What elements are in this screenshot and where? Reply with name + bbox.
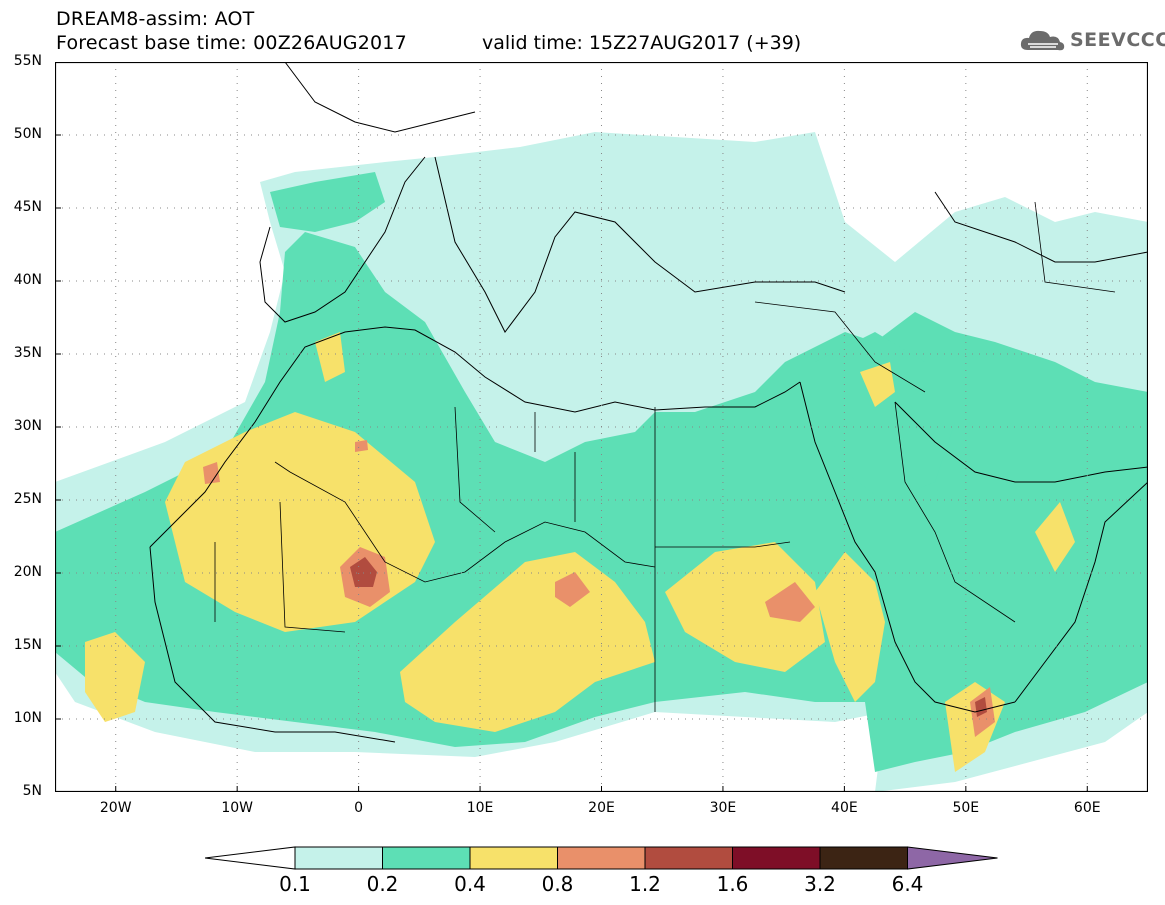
- colorbar-segment: [469, 846, 558, 870]
- logo-text: SEEVCCC: [1070, 29, 1165, 51]
- aot-contour-12: [350, 557, 987, 717]
- country-borders: [214, 201, 1116, 712]
- colorbar-segment: [732, 846, 821, 870]
- lon-tick-label: 10E: [466, 800, 494, 816]
- cloud-logo-icon: [1020, 30, 1065, 51]
- lat-tick-label: 45N: [13, 199, 42, 215]
- colorbar-level-label: 6.4: [891, 872, 924, 896]
- lat-tick-label: 5N: [22, 783, 42, 799]
- lat-tick-label: 10N: [13, 710, 42, 726]
- colorbar-level-label: 0.4: [454, 872, 486, 896]
- colorbar-level-label: 1.2: [629, 872, 661, 896]
- colorbar-level-label: 0.1: [279, 872, 311, 896]
- chart-title: DREAM8-assim: AOT: [56, 8, 255, 30]
- aot-map: [55, 62, 1148, 792]
- seevccc-logo: SEEVCCC: [1018, 26, 1165, 56]
- colorbar-level-label: 0.8: [541, 872, 574, 896]
- map-grid: [55, 62, 1148, 792]
- valid-time: valid time: 15Z27AUG2017 (+39): [482, 32, 802, 54]
- colorbar-level-label: 1.6: [716, 872, 749, 896]
- lon-tick-label: 20W: [99, 800, 132, 816]
- colorbar-segment: [294, 846, 383, 870]
- lat-tick-label: 25N: [13, 491, 42, 507]
- lat-tick-label: 55N: [13, 53, 42, 69]
- colorbar-level-label: 0.2: [366, 872, 399, 896]
- lat-tick-label: 30N: [13, 418, 42, 434]
- coastlines: [149, 62, 1148, 743]
- lon-tick-label: 50E: [952, 800, 980, 816]
- aot-contour-08: [203, 440, 995, 737]
- forecast-base-time: Forecast base time: 00Z26AUG2017: [56, 32, 407, 54]
- lon-tick-label: 40E: [831, 800, 858, 816]
- lat-tick-label: 50N: [13, 126, 42, 142]
- colorbar-segment: [819, 846, 908, 870]
- lat-tick-label: 35N: [13, 345, 42, 361]
- lat-tick-label: 40N: [13, 272, 42, 288]
- colorbar: [205, 846, 998, 870]
- lat-tick-label: 15N: [13, 637, 42, 653]
- colorbar-segment: [382, 846, 471, 870]
- lon-tick-label: 20E: [588, 800, 615, 816]
- colorbar-level-label: 3.2: [804, 872, 836, 896]
- lon-tick-label: 60E: [1073, 800, 1101, 816]
- colorbar-max-arrow: [907, 846, 998, 870]
- colorbar-segment: [557, 846, 646, 870]
- lon-tick-label: 10W: [221, 800, 253, 816]
- lon-tick-label: 0: [354, 800, 364, 816]
- lat-tick-label: 20N: [13, 564, 42, 580]
- colorbar-min-arrow: [205, 846, 296, 870]
- lon-tick-label: 30E: [709, 800, 737, 816]
- colorbar-segment: [644, 846, 733, 870]
